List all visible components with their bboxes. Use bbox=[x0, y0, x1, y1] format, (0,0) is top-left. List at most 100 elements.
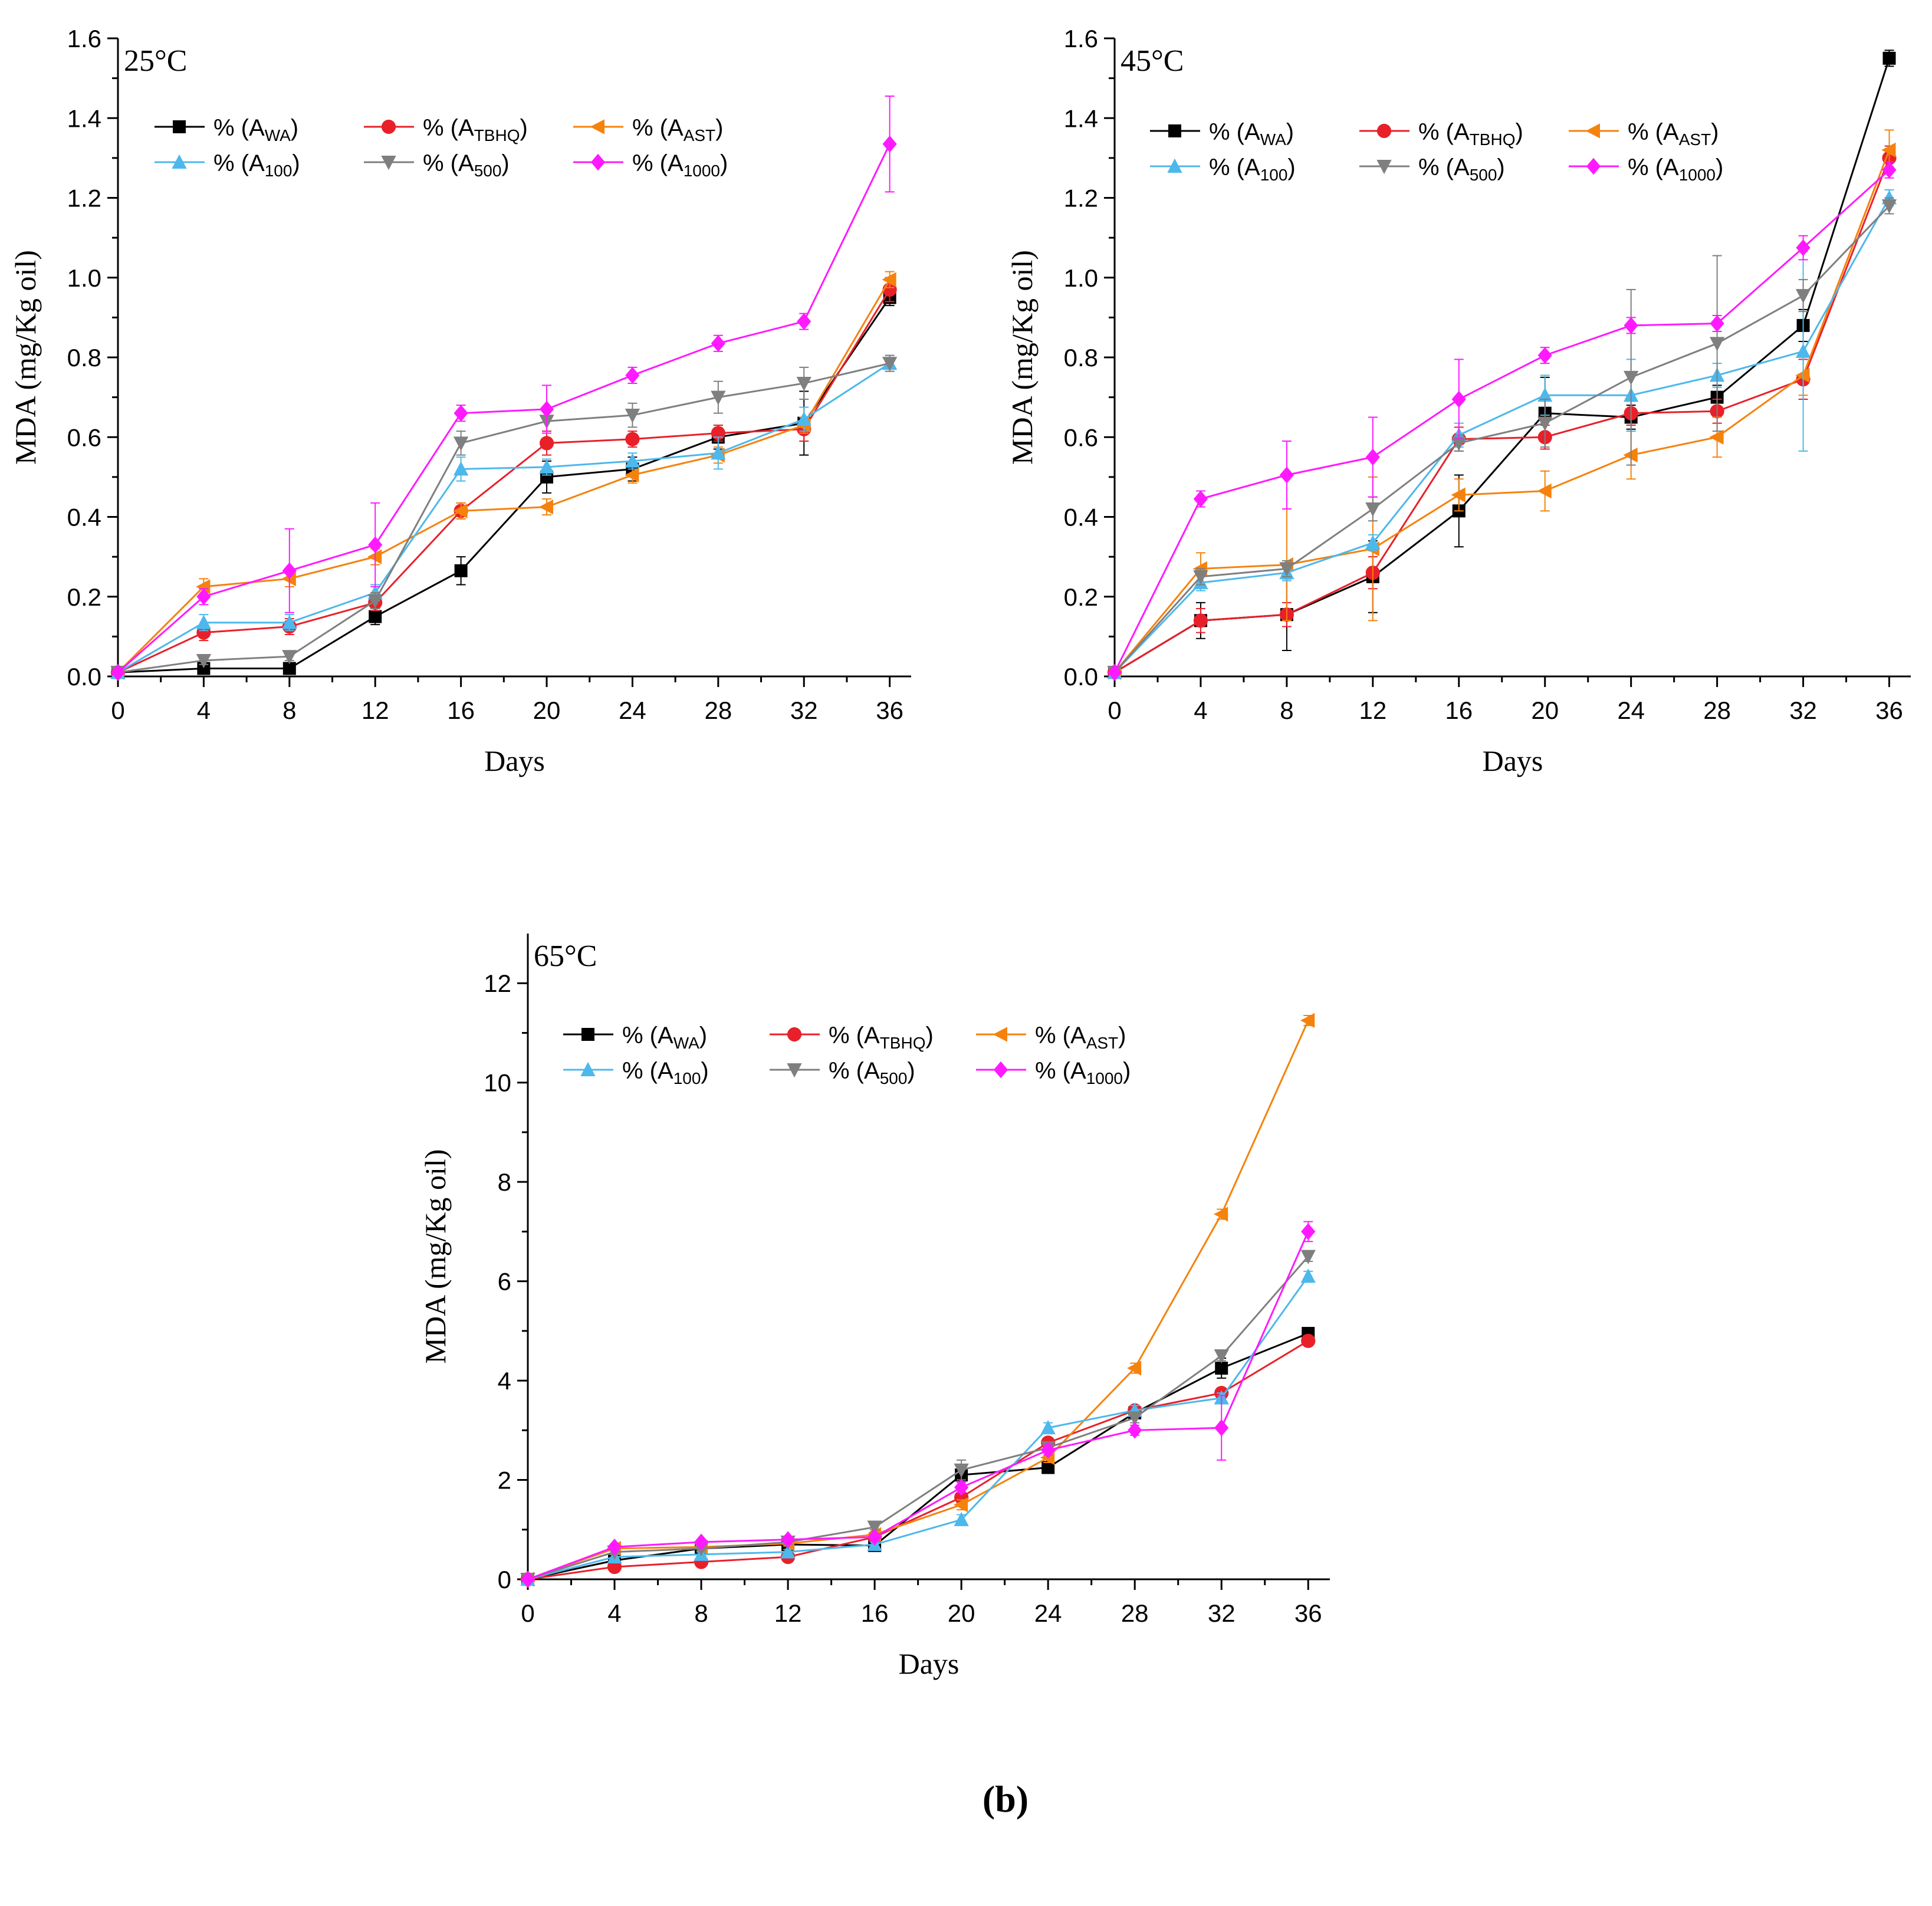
figure-caption: (b) bbox=[983, 1778, 1029, 1820]
data-point bbox=[882, 357, 898, 372]
data-point bbox=[453, 503, 468, 519]
series-line bbox=[117, 362, 890, 673]
data-point bbox=[1365, 535, 1381, 550]
legend-label: % (ATBHQ) bbox=[1418, 119, 1523, 149]
x-tick-label: 12 bbox=[774, 1599, 802, 1627]
x-tick-label: 8 bbox=[282, 696, 296, 724]
data-point bbox=[1107, 663, 1122, 681]
data-point bbox=[1795, 343, 1811, 358]
legend-label: % (A1000) bbox=[632, 150, 728, 180]
data-point bbox=[625, 367, 640, 384]
x-tick-label: 16 bbox=[447, 696, 475, 724]
data-point bbox=[282, 662, 296, 675]
data-point bbox=[1537, 387, 1553, 402]
legend-marker bbox=[1168, 124, 1181, 137]
data-point bbox=[1710, 315, 1724, 332]
y-tick-label: 1.4 bbox=[67, 104, 101, 132]
x-tick-label: 0 bbox=[1108, 696, 1121, 724]
x-tick-label: 4 bbox=[1194, 696, 1207, 724]
legend-label: % (A500) bbox=[423, 150, 510, 180]
data-point bbox=[1537, 347, 1552, 364]
y-tick-label: 6 bbox=[498, 1268, 511, 1296]
x-tick-label: 32 bbox=[790, 696, 818, 724]
legend-label: % (AWA) bbox=[213, 115, 298, 144]
x-tick-label: 4 bbox=[607, 1599, 621, 1627]
x-tick-label: 36 bbox=[1294, 1599, 1322, 1627]
data-point bbox=[454, 564, 468, 577]
series-line bbox=[1113, 197, 1890, 673]
data-point bbox=[1451, 436, 1467, 451]
y-tick-label: 0.0 bbox=[67, 663, 101, 691]
x-tick-label: 0 bbox=[521, 1599, 534, 1627]
data-point bbox=[1882, 51, 1896, 65]
y-tick-label: 1.2 bbox=[1064, 185, 1098, 212]
series-line bbox=[117, 143, 891, 673]
data-point bbox=[369, 610, 382, 623]
data-point bbox=[1300, 1250, 1316, 1264]
legend-marker bbox=[580, 1062, 596, 1076]
data-point bbox=[1301, 1223, 1316, 1240]
data-point bbox=[1127, 1411, 1142, 1426]
y-tick-label: 1.0 bbox=[67, 264, 101, 292]
data-point bbox=[453, 461, 469, 476]
y-tick-label: 1.2 bbox=[67, 185, 101, 212]
x-tick-label: 24 bbox=[619, 696, 646, 724]
y-tick-label: 0.0 bbox=[1064, 663, 1098, 691]
series-line bbox=[527, 1256, 1309, 1580]
data-point bbox=[882, 135, 897, 153]
data-point bbox=[282, 562, 297, 580]
x-tick-label: 32 bbox=[1789, 696, 1817, 724]
series-line bbox=[527, 1332, 1309, 1580]
data-point bbox=[197, 662, 211, 675]
data-point bbox=[954, 1511, 969, 1526]
legend-marker bbox=[172, 154, 187, 169]
legend: % (AWA) % (ATBHQ) % (AAST) % (A100) % (A500)… bbox=[155, 115, 728, 180]
series-line bbox=[527, 1231, 1309, 1580]
y-tick-label: 1.6 bbox=[1064, 25, 1098, 52]
x-tick-label: 28 bbox=[1121, 1599, 1149, 1627]
x-tick-label: 0 bbox=[111, 696, 124, 724]
data-point bbox=[1214, 1419, 1229, 1437]
data-point bbox=[954, 1478, 969, 1496]
data-point bbox=[1300, 1013, 1315, 1028]
legend-label: % (ATBHQ) bbox=[829, 1023, 934, 1052]
data-point bbox=[1126, 1361, 1142, 1376]
legend-label: % (AAST) bbox=[1035, 1023, 1126, 1052]
legend-marker bbox=[590, 153, 606, 171]
series-line bbox=[527, 1276, 1309, 1580]
y-tick-label: 4 bbox=[498, 1367, 511, 1395]
x-tick-label: 32 bbox=[1208, 1599, 1236, 1627]
series-line bbox=[1113, 205, 1890, 673]
data-point bbox=[539, 436, 554, 451]
data-point bbox=[196, 653, 212, 669]
legend-label: % (A1000) bbox=[1628, 155, 1723, 184]
x-tick-label: 24 bbox=[1034, 1599, 1062, 1627]
series-line bbox=[1113, 149, 1890, 673]
chart-panel-0: 0 4 8 12 16 20 24 28 32 36 0.0 0.2 0.4 0.6 0.8 1.0 1.2 1.… bbox=[9, 25, 911, 777]
data-point bbox=[868, 1529, 882, 1546]
series-line bbox=[527, 1020, 1309, 1580]
data-point bbox=[196, 588, 211, 606]
data-point bbox=[694, 1533, 709, 1551]
y-tick-label: 0.2 bbox=[67, 583, 101, 611]
legend-marker bbox=[1376, 123, 1392, 139]
data-point bbox=[1301, 1333, 1316, 1348]
legend-label: % (AWA) bbox=[1209, 119, 1294, 149]
y-tick-label: 0.8 bbox=[1064, 344, 1098, 372]
legend-marker bbox=[1585, 123, 1600, 139]
y-tick-label: 1.0 bbox=[1064, 264, 1098, 292]
chart-title: 25°C bbox=[124, 44, 187, 78]
data-point bbox=[539, 459, 554, 474]
x-axis-label: Days bbox=[484, 744, 545, 777]
data-point bbox=[1881, 199, 1897, 214]
series-4 bbox=[1107, 197, 1897, 681]
data-point bbox=[1128, 1422, 1142, 1439]
x-axis-label: Days bbox=[1483, 744, 1543, 777]
legend-label: % (A100) bbox=[1209, 155, 1296, 184]
legend-label: % (AWA) bbox=[622, 1023, 707, 1052]
y-axis-label: MDA (mg/Kg oil) bbox=[9, 250, 42, 465]
data-point bbox=[538, 499, 554, 515]
data-point bbox=[711, 335, 725, 352]
legend-label: % (AAST) bbox=[1628, 119, 1719, 149]
data-point bbox=[625, 453, 640, 468]
